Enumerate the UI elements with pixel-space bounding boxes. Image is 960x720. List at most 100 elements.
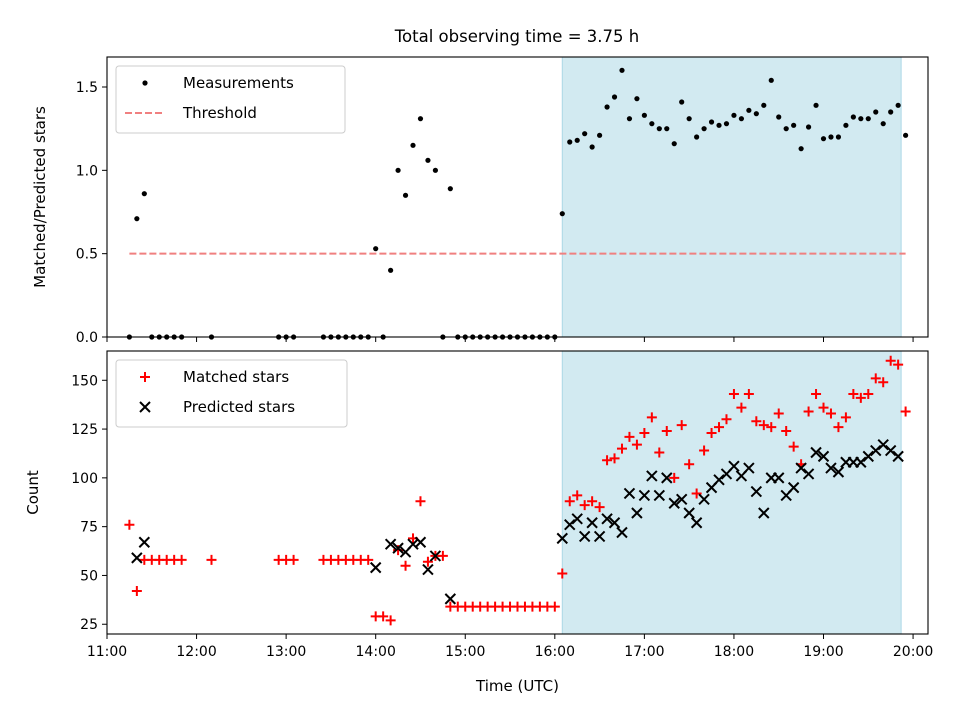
matched-star-point [176, 554, 187, 565]
predicted-star-point [601, 513, 613, 525]
matched-star-point [728, 388, 739, 399]
matched-star-point [609, 453, 620, 464]
matched-star-point [557, 568, 568, 579]
predicted-star-point [773, 472, 785, 484]
measurement-point [671, 141, 677, 147]
predicted-star-point [728, 460, 740, 472]
legend-label: Predicted stars [183, 398, 295, 416]
matched-star-point [437, 550, 448, 561]
count-panel: 25 50 75 100 125 150 11:00 12:00 13:00 14:00 15:00… [24, 350, 933, 695]
predicted-star-point [825, 462, 837, 474]
predicted-star-point [795, 462, 807, 474]
measurement-point [567, 139, 573, 145]
legend-label: Threshold [182, 104, 257, 122]
axes-frame [106, 56, 929, 338]
measurement-point [694, 134, 700, 140]
matched-star-point [870, 373, 881, 384]
y-tick-label: 25 [80, 617, 98, 633]
predicted-star-point [892, 450, 904, 463]
predicted-star-point [638, 489, 651, 502]
matched-star-point [131, 586, 142, 597]
matched-star-point [840, 412, 851, 423]
matched-star-point [676, 420, 687, 431]
matched-star-point [400, 560, 411, 571]
predicted-star-point [743, 462, 755, 474]
measurement-point [813, 102, 819, 108]
measurement-point [895, 102, 901, 108]
matched-star-point [833, 422, 844, 433]
measurement-point [768, 77, 774, 83]
measurement-point [417, 116, 424, 122]
matched-star-point [631, 439, 642, 450]
matched-star-point [825, 408, 836, 419]
matched-star-point [549, 601, 560, 612]
measurement-point [731, 112, 737, 118]
measurement-point [828, 134, 834, 140]
measurement-point [903, 132, 909, 138]
predicted-star-point [444, 593, 457, 605]
legend-box [115, 65, 346, 134]
x-tick-label: 19:00 [803, 644, 843, 660]
y-tick-label: 50 [80, 568, 98, 584]
measurement-point [604, 104, 610, 110]
measurement-point [619, 67, 625, 73]
predicted-star-point [855, 456, 867, 468]
measurement-point [447, 186, 453, 192]
measurement-point [664, 126, 670, 132]
matched-star-point [721, 414, 732, 425]
measurement-point [791, 122, 797, 128]
measurement-point [373, 246, 379, 252]
measurement-point [611, 94, 618, 100]
y-tick-label: 75 [80, 520, 98, 536]
legend: Measurements Threshold [115, 65, 346, 134]
predicted-star-point [578, 530, 591, 543]
predicted-star-point [690, 517, 703, 529]
matched-star-point [863, 388, 874, 399]
legend-box [115, 359, 348, 428]
matched-star-point [766, 422, 777, 433]
measurement-point [597, 132, 603, 138]
measurement-point [820, 136, 827, 142]
predicted-star-point [631, 507, 643, 519]
y-tick-label: 0.5 [76, 247, 98, 263]
legend-label: Measurements [183, 74, 294, 92]
measurement-point [805, 124, 812, 130]
predicted-star-point [713, 474, 725, 486]
predicted-star-point [138, 536, 151, 548]
x-tick-label: 16:00 [535, 644, 575, 660]
measurement-point [708, 119, 715, 125]
measurement-point [626, 116, 633, 122]
x-tick-label: 14:00 [356, 644, 396, 660]
matched-star-point [422, 556, 433, 567]
predicted-star-point [571, 513, 583, 525]
measurement-point [850, 114, 856, 120]
predicted-star-point [668, 497, 680, 509]
legend-plus-icon [140, 372, 150, 382]
y-tick-label: 1.5 [76, 80, 98, 96]
predicted-star-point [616, 526, 628, 539]
matched-star-point [736, 402, 747, 413]
measurement-point [858, 116, 864, 122]
matched-star-point [743, 388, 754, 399]
figure-title: Total observing time = 3.75 h [394, 27, 639, 46]
measurement-point [753, 111, 759, 117]
legend-label: Matched stars [183, 368, 289, 386]
matched-star-point [564, 496, 575, 507]
x-tick-label: 17:00 [624, 644, 664, 660]
x-tick-label: 20:00 [893, 644, 933, 660]
observing-window-span [561, 56, 902, 338]
x-axis-label: Time (UTC) [475, 677, 559, 695]
matched-star-point [646, 412, 657, 423]
matched-star-point [803, 406, 814, 417]
measurement-point [746, 107, 752, 113]
matched-star-point [885, 355, 896, 366]
measurement-point [634, 96, 640, 102]
predicted-star-point [870, 444, 882, 457]
matched-star-point [855, 392, 866, 403]
predicted-star-point [392, 542, 404, 554]
measurement-point [761, 102, 767, 108]
matched-star-point [788, 441, 799, 452]
measurement-point [402, 192, 409, 198]
axes-frame [106, 350, 929, 635]
